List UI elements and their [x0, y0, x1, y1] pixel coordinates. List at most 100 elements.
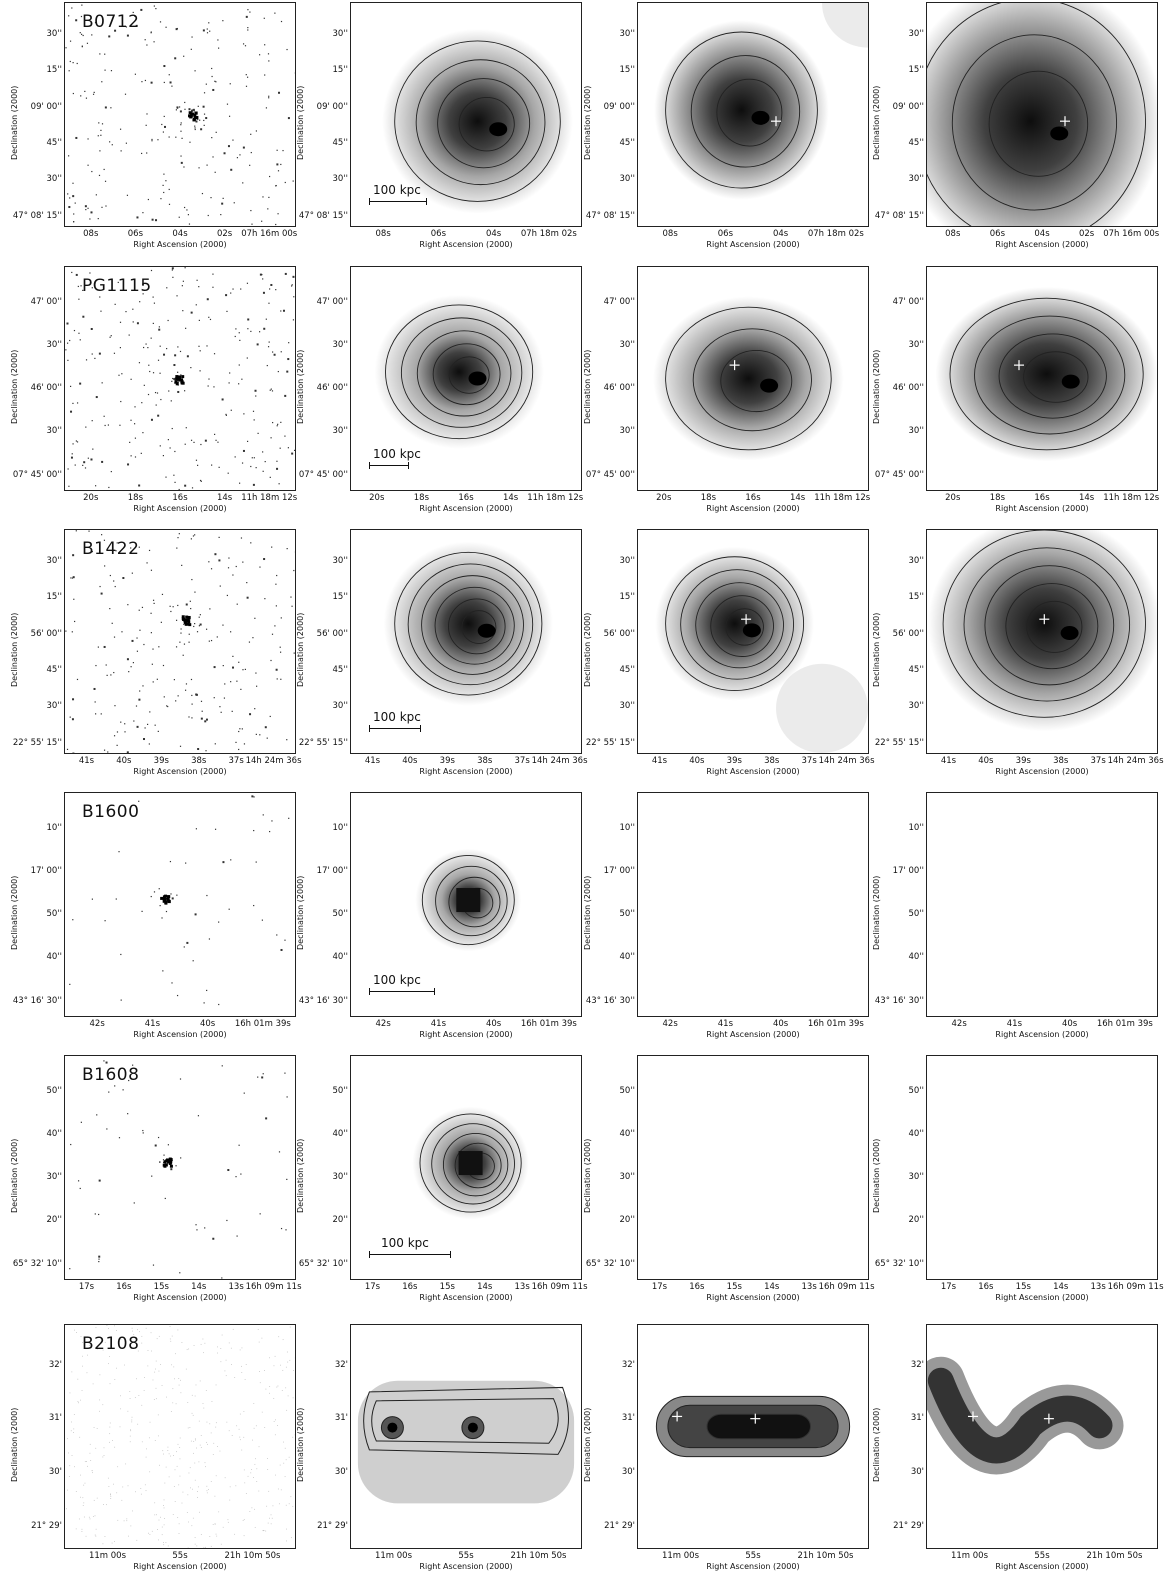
- noise-point: [181, 565, 182, 566]
- noise-point: [279, 483, 280, 484]
- noise-point: [104, 646, 106, 648]
- noise-point: [175, 1469, 176, 1470]
- noise-point: [72, 453, 73, 454]
- noise-point: [278, 1489, 279, 1490]
- y-tick-label: 46' 00'': [604, 384, 635, 393]
- noise-point: [186, 1369, 187, 1370]
- peak: [489, 122, 507, 136]
- noise-point: [221, 712, 222, 713]
- noise-point: [172, 1336, 173, 1337]
- y-tick-label: 47' 00'': [604, 298, 635, 307]
- y-tick-label: 30'': [47, 702, 63, 711]
- noise-point: [188, 1349, 189, 1350]
- noise-point: [251, 152, 252, 153]
- noise-point: [120, 401, 121, 402]
- noise-point: [243, 43, 244, 44]
- y-tick-label: 40'': [47, 1130, 63, 1139]
- noise-point: [166, 287, 167, 288]
- peak: [743, 623, 761, 637]
- noise-point: [213, 1454, 214, 1455]
- noise-point: [229, 1430, 230, 1431]
- noise-point: [191, 1525, 192, 1526]
- noise-point: [80, 1475, 81, 1476]
- noise-point: [229, 116, 230, 117]
- noise-point: [188, 108, 190, 110]
- x-axis-label: Right Ascension (2000): [995, 1562, 1088, 1571]
- noise-point: [154, 5, 155, 6]
- noise-point: [155, 392, 156, 393]
- noise-point: [264, 1530, 265, 1531]
- noise-point: [193, 1453, 194, 1454]
- y-tick-label: 40'': [333, 1130, 349, 1139]
- noise-point: [269, 1518, 270, 1519]
- source-pixel: [160, 897, 163, 900]
- noise-point: [193, 1415, 194, 1416]
- noise-point: [212, 274, 213, 275]
- x-tick-label: 17s: [652, 1283, 667, 1292]
- noise-point: [215, 172, 216, 173]
- noise-point: [110, 107, 111, 108]
- noise-point: [279, 1503, 280, 1504]
- source-pixel: [182, 618, 185, 621]
- noise-point: [142, 212, 143, 213]
- source-core: [387, 1423, 397, 1433]
- noise-point: [120, 954, 121, 955]
- noise-point: [172, 269, 173, 270]
- noise-point: [280, 422, 281, 423]
- noise-point: [72, 1455, 73, 1456]
- noise-point: [154, 891, 155, 892]
- noise-point: [266, 107, 267, 108]
- noise-point: [180, 1380, 181, 1381]
- noise-point: [180, 1458, 181, 1459]
- y-tick-label: 20'': [620, 1216, 636, 1225]
- noise-point: [131, 379, 132, 380]
- noise-point: [238, 731, 239, 732]
- noise-point: [201, 1344, 202, 1345]
- x-tick-label: 11m 00s: [951, 1552, 988, 1561]
- noise-point: [158, 360, 159, 361]
- noise-point: [81, 5, 82, 6]
- noise-point: [268, 303, 269, 304]
- noise-point: [228, 557, 229, 558]
- x-tick-label: 13s: [1091, 1283, 1106, 1292]
- noise-point: [277, 425, 278, 426]
- noise-point: [163, 174, 164, 175]
- y-tick-label: 30'': [620, 30, 636, 39]
- noise-point: [110, 1494, 111, 1495]
- noise-point: [122, 1487, 123, 1488]
- source-pixel: [188, 114, 191, 117]
- noise-point: [228, 1519, 229, 1520]
- noise-point: [286, 1367, 287, 1368]
- y-tick-label: 30'': [333, 557, 349, 566]
- noise-point: [269, 831, 270, 832]
- noise-point: [182, 1503, 183, 1504]
- y-tick-label: 46' 00'': [893, 384, 924, 393]
- noise-point: [79, 1519, 80, 1520]
- plot-area: [637, 792, 869, 1017]
- noise-point: [149, 371, 150, 372]
- noise-point: [263, 558, 265, 560]
- noise-point: [141, 81, 142, 82]
- noise-point: [162, 1450, 163, 1451]
- noise-point: [78, 286, 79, 287]
- x-tick-label: 41s: [365, 757, 380, 766]
- emission-blob: [653, 296, 843, 460]
- noise-point: [102, 123, 103, 124]
- noise-point: [250, 210, 251, 211]
- noise-point: [67, 360, 68, 361]
- noise-point: [165, 180, 166, 181]
- noise-point: [275, 224, 276, 225]
- noise-point: [155, 219, 157, 221]
- noise-point: [141, 911, 142, 912]
- noise-point: [245, 669, 246, 670]
- noise-point: [177, 1330, 178, 1331]
- noise-point: [179, 106, 180, 107]
- noise-point: [80, 1400, 81, 1401]
- noise-point: [214, 1524, 215, 1525]
- noise-point: [277, 150, 278, 151]
- noise-point: [175, 1353, 176, 1354]
- noise-point: [173, 1455, 174, 1456]
- noise-point: [255, 390, 257, 392]
- noise-point: [170, 1326, 171, 1327]
